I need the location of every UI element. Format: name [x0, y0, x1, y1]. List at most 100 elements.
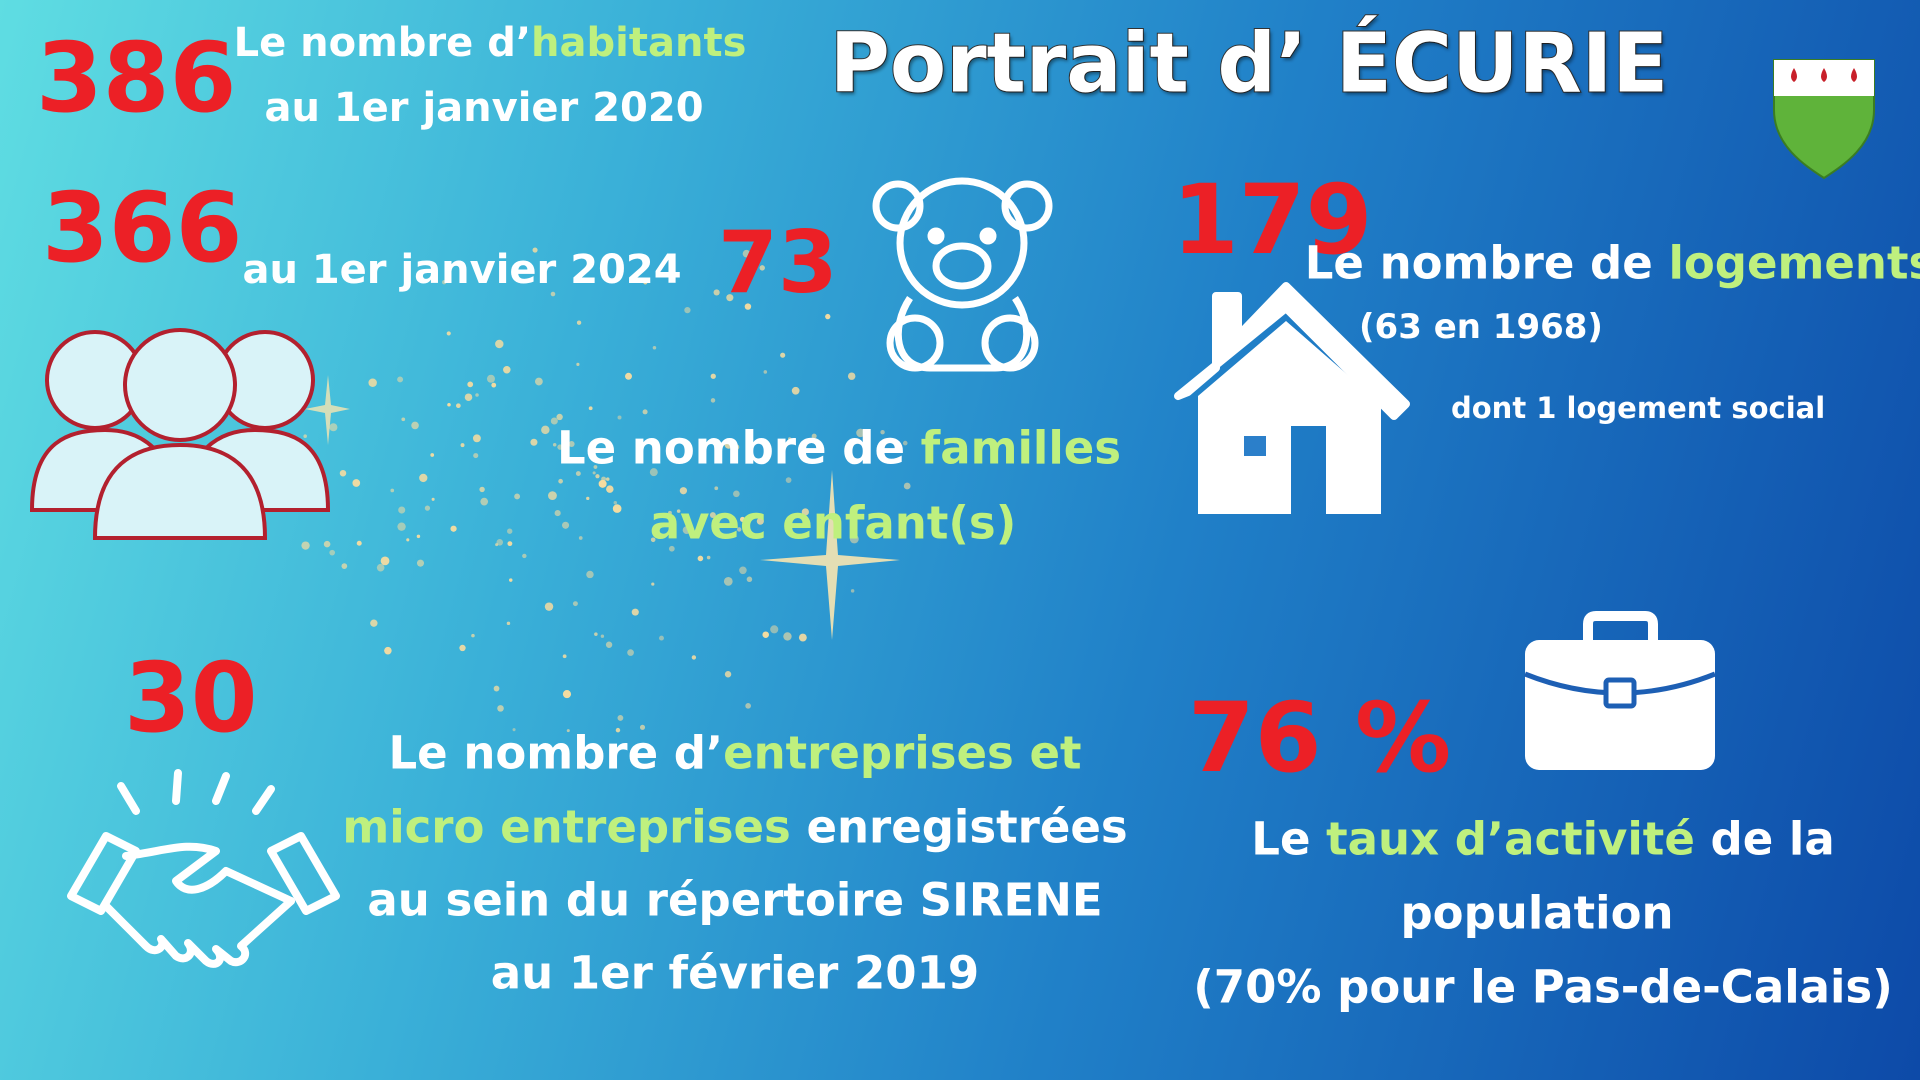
sparkle [550, 291, 556, 297]
sparkle [649, 468, 658, 477]
population-2020: 386 [36, 22, 237, 134]
sparkle [430, 453, 435, 457]
sparkle [631, 608, 639, 616]
highlight: familles [920, 421, 1122, 475]
families-label: avec enfant(s) [649, 496, 1017, 550]
sparkle [744, 303, 752, 310]
sparkle [798, 633, 807, 642]
coat-of-arms [1773, 59, 1875, 180]
text: enregistrées [790, 800, 1128, 854]
sparkle [742, 249, 751, 258]
sparkle [460, 443, 465, 448]
sparkle [486, 374, 496, 383]
sparkle [825, 313, 831, 320]
sparkle [576, 362, 580, 366]
sparkle [723, 577, 733, 586]
sparkle [710, 373, 716, 379]
sparkle [450, 525, 457, 532]
sparkle [659, 635, 664, 641]
text: Le [1251, 812, 1327, 866]
sparkle [552, 442, 557, 447]
sparkle [739, 516, 746, 522]
sparkle [384, 646, 392, 655]
sparkle [497, 705, 504, 712]
sparkle [724, 671, 732, 678]
sparkle [446, 331, 451, 336]
sparkle [491, 382, 497, 388]
text: population [1400, 886, 1674, 940]
sparkle [605, 641, 613, 648]
sparkle [598, 479, 607, 488]
highlight: habitants [531, 20, 747, 66]
sparkle [554, 510, 561, 517]
sparkle [605, 477, 610, 481]
housing-count: 179 [1172, 164, 1373, 276]
sparkle [480, 497, 489, 506]
sparkle [512, 728, 516, 732]
sparkle [479, 486, 485, 493]
sparkle [676, 509, 681, 513]
sparkle [566, 729, 570, 733]
highlight: entreprises et [723, 726, 1082, 780]
sparkle [514, 493, 521, 500]
sparkle [329, 549, 336, 556]
sparkle [780, 352, 786, 358]
sparkle [459, 644, 466, 652]
sparkle [801, 508, 809, 516]
businesses-label: micro entreprises enregistrées [342, 801, 1127, 854]
sparkle [376, 563, 385, 572]
sparkle [496, 539, 504, 546]
activity-label: (70% pour le Pas-de-Calais) [1193, 961, 1893, 1014]
sparkle [733, 490, 740, 498]
sparkle [522, 553, 527, 559]
sparkle [503, 366, 511, 374]
text: (70% pour le Pas-de-Calais) [1193, 960, 1893, 1014]
sparkle [419, 473, 428, 483]
sparkle [770, 625, 779, 634]
sparkle [464, 393, 473, 402]
sparkle [593, 465, 598, 469]
sparkle [668, 545, 675, 552]
sparkle [544, 602, 554, 611]
sparkle [397, 376, 404, 383]
sparkle [745, 703, 751, 709]
sparkle [588, 406, 593, 411]
sparkle [759, 265, 765, 271]
sparkle [713, 289, 720, 296]
people-icon [29, 328, 331, 540]
activity-label: population [1400, 887, 1673, 940]
sparkle [606, 485, 614, 493]
sparkle [329, 423, 338, 432]
sparkle-star [305, 375, 350, 445]
sparkle [509, 578, 513, 582]
sparkle [902, 440, 908, 446]
teddy-bear-icon [872, 177, 1053, 372]
sparkle [625, 372, 632, 380]
population-date: au 1er janvier 2020 [264, 85, 704, 131]
highlight: logements [1668, 236, 1920, 290]
businesses-label: au 1er février 2019 [491, 947, 979, 1000]
sparkle [856, 428, 865, 438]
sparkle [562, 654, 567, 659]
sparkle [617, 715, 624, 721]
sparkle [398, 506, 406, 514]
sparkle [558, 478, 563, 484]
sparkle [615, 727, 621, 733]
sparkle [532, 247, 538, 253]
sparkle [783, 632, 792, 641]
housing-label: Le nombre de logements [1305, 237, 1920, 290]
sparkle [613, 500, 618, 505]
sparkle [650, 537, 656, 543]
sparkle [788, 437, 792, 441]
sparkle [323, 540, 331, 548]
sparkle [455, 403, 461, 409]
text: au sein du répertoire SIRENE [367, 873, 1103, 927]
sparkle [600, 634, 605, 638]
sparkle [668, 510, 672, 515]
businesses-label: au sein du répertoire SIRENE [367, 874, 1102, 927]
sparkle [475, 393, 479, 397]
sparkle [643, 280, 648, 285]
businesses-label: Le nombre d’entreprises et [388, 727, 1081, 780]
sparkle [578, 536, 583, 540]
sparkle [756, 517, 764, 525]
